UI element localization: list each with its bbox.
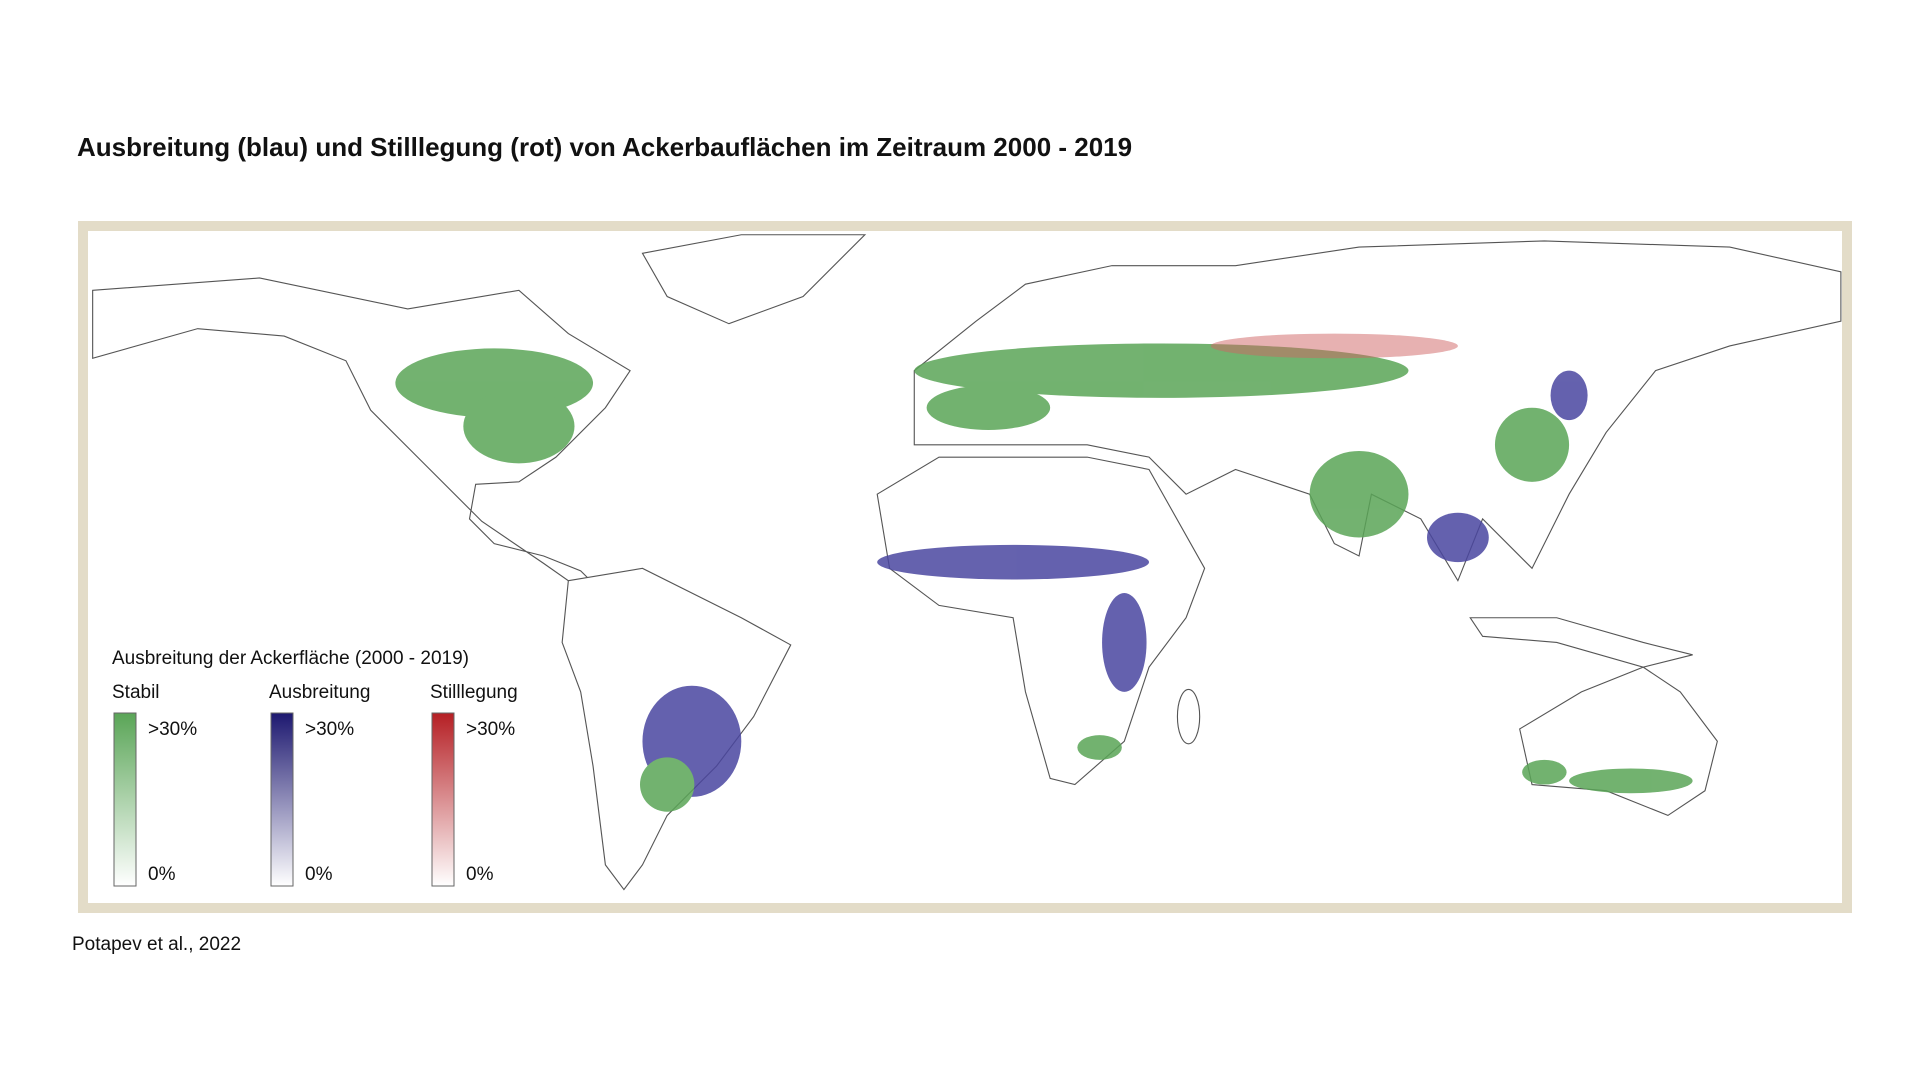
legend-max-label: >30%: [466, 719, 515, 740]
world-map: [92, 234, 1842, 891]
africa: [876, 456, 1206, 786]
indonesia: [1469, 617, 1693, 668]
legend-item-name: Stilllegung: [430, 682, 518, 703]
eurasia: [913, 240, 1842, 582]
title: Ausbreitung (blau) und Stilllegung (rot)…: [77, 132, 1133, 162]
legend-max-label: >30%: [305, 719, 354, 740]
legend: Stabil >30% 0% Ausbreitung >30% 0% Stilllegung…: [112, 682, 518, 887]
madagascar: [1176, 688, 1201, 745]
cropland-patches: [395, 333, 1693, 812]
legend-title: Ausbreitung der Ackerfläche (2000 - 2019…: [112, 648, 469, 669]
legend-item-name: Ausbreitung: [269, 682, 370, 703]
greenland: [641, 234, 867, 325]
legend-min-label: 0%: [305, 864, 333, 885]
legend-max-label: >30%: [148, 719, 197, 740]
legend-gradient: [270, 712, 294, 887]
legend-min-label: 0%: [466, 864, 494, 885]
legend-item-name: Stabil: [112, 682, 160, 703]
legend-gradient: [113, 712, 137, 887]
legend-min-label: 0%: [148, 864, 176, 885]
source: Potapev et al., 2022: [72, 934, 242, 955]
legend-gradient: [431, 712, 455, 887]
